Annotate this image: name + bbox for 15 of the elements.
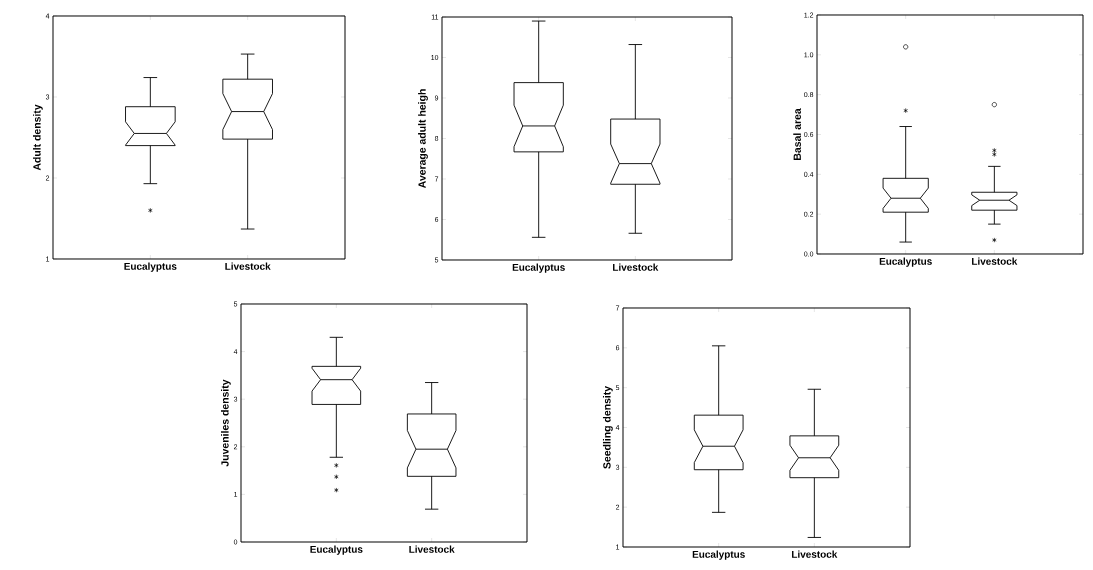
x-tick-label: Eucalyptus bbox=[512, 263, 565, 273]
x-tick-label: Livestock bbox=[972, 257, 1018, 265]
y-axis-title: Adult density bbox=[33, 104, 43, 171]
y-axis-title: Seedling density bbox=[602, 386, 613, 469]
x-tick-label: Eucalyptus bbox=[692, 550, 745, 560]
x-tick-label: Livestock bbox=[409, 545, 455, 553]
x-tick-label: Eucalyptus bbox=[310, 545, 363, 555]
x-tick-label: Eucalyptus bbox=[879, 257, 932, 267]
y-axis-title: Basal area bbox=[793, 108, 801, 160]
x-tick-label: Livestock bbox=[613, 263, 659, 271]
y-axis-title: Juveniles density bbox=[221, 379, 231, 467]
x-tick-label: Livestock bbox=[792, 550, 838, 558]
y-axis-title: Average adult heigh bbox=[418, 89, 428, 189]
x-tick-label: Livestock bbox=[225, 262, 271, 270]
x-tick-label: Eucalyptus bbox=[124, 262, 177, 272]
